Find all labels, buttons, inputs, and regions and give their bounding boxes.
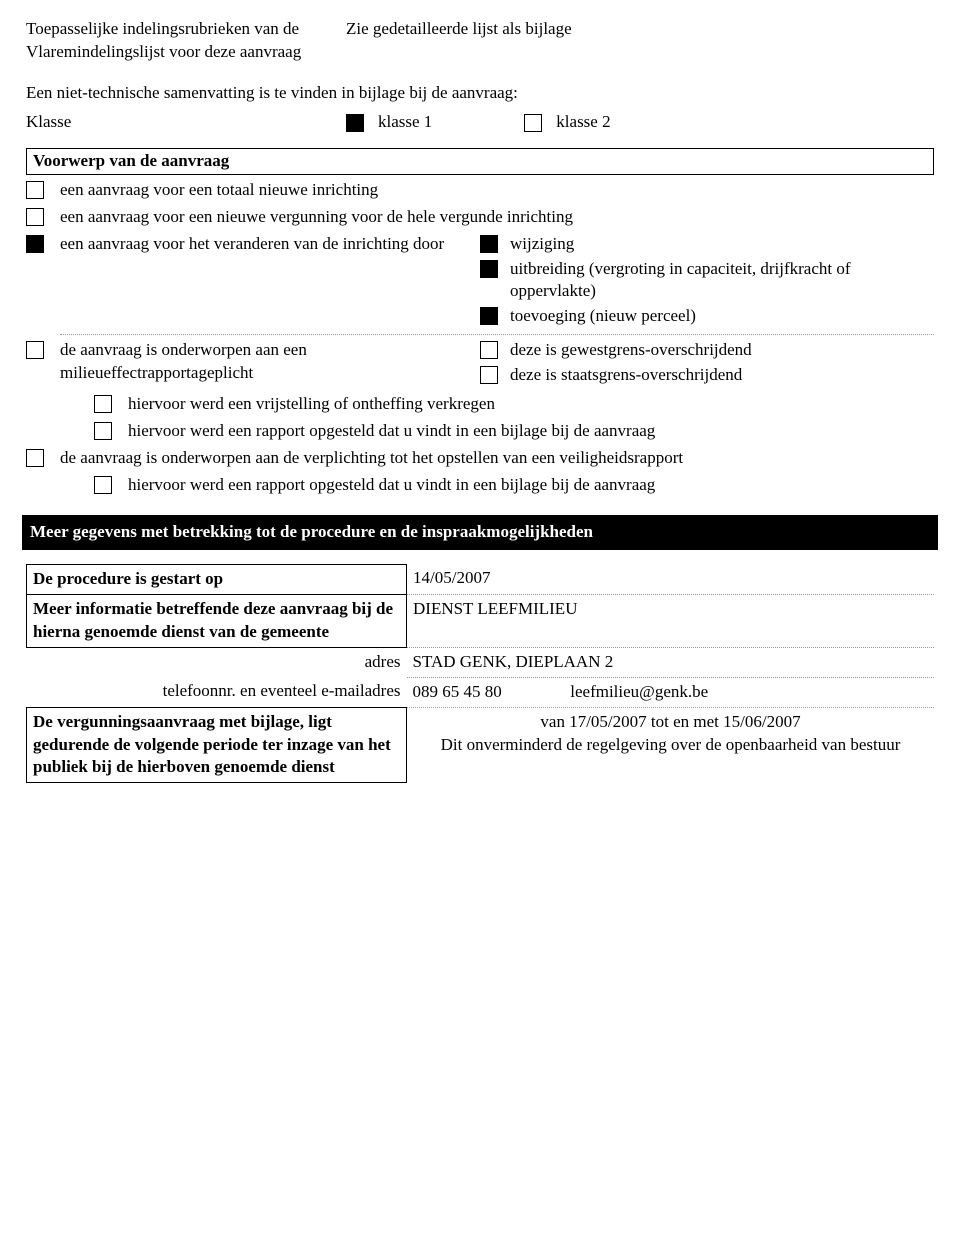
opt-veiligheid-row: de aanvraag is onderworpen aan de verpli… [26,447,934,497]
inzage-periode: van 17/05/2007 tot en met 15/06/2007 [413,711,928,734]
klasse-row: Klasse klasse 1 klasse 2 [26,111,934,134]
info-label: Meer informatie betreffende deze aanvraa… [27,594,407,647]
opt-vergunning-row: een aanvraag voor een nieuwe vergunning … [26,206,934,229]
adres-value: STAD GENK, DIEPLAAN 2 [407,647,935,677]
klasse1-checkbox[interactable] [346,114,364,132]
tel-value: 089 65 45 80 [413,682,502,701]
inzage-note: Dit onverminderd de regelgeving over de … [413,734,928,757]
klasse2-checkbox[interactable] [524,114,542,132]
mer-rapport-checkbox[interactable] [94,422,112,440]
mer-rapport-label: hiervoor werd een rapport opgesteld dat … [128,420,934,443]
vrijstelling-checkbox[interactable] [94,395,112,413]
inzage-label: De vergunningsaanvraag met bijlage, ligt… [27,707,407,783]
rubriek-row: Toepasselijke indelingsrubrieken van de … [26,18,934,64]
uitbreiding-label: uitbreiding (vergroting in capaciteit, d… [510,258,934,304]
vrijstelling-label: hiervoor werd een vrijstelling of onthef… [128,393,934,416]
veiligheid-rapport-label: hiervoor werd een rapport opgesteld dat … [128,474,934,497]
opt-mer-checkbox[interactable] [26,341,44,359]
toevoeging-label: toevoeging (nieuw perceel) [510,305,696,328]
opt-totaal-checkbox[interactable] [26,181,44,199]
klasse2-label: klasse 2 [556,111,610,134]
staats-checkbox[interactable] [480,366,498,384]
adres-label: adres [27,647,407,677]
procedure-table: De procedure is gestart op 14/05/2007 Me… [26,564,934,784]
voorwerp-title: Voorwerp van de aanvraag [26,148,934,175]
opt-vergunning-checkbox[interactable] [26,208,44,226]
staats-label: deze is staatsgrens-overschrijdend [510,364,742,387]
opt-totaal-label: een aanvraag voor een totaal nieuwe inri… [60,179,934,202]
tel-label: telefoonnr. en eventeel e-mailadres [27,677,407,707]
veiligheid-rapport-checkbox[interactable] [94,476,112,494]
opt-veiligheid-label: de aanvraag is onderworpen aan de verpli… [60,447,934,470]
opt-mer-label: de aanvraag is onderworpen aan een milie… [60,339,480,389]
info-value: DIENST LEEFMILIEU [407,594,935,647]
samenvatting-text: Een niet-technische samenvatting is te v… [26,82,934,105]
rubriek-label: Toepasselijke indelingsrubrieken van de … [26,18,346,64]
meer-title: Meer gegevens met betrekking tot de proc… [22,515,938,550]
rubriek-value: Zie gedetailleerde lijst als bijlage [346,18,934,64]
opt-mer-row: de aanvraag is onderworpen aan een milie… [26,339,934,443]
klasse-label: Klasse [26,111,346,134]
toevoeging-checkbox[interactable] [480,307,498,325]
opt-veiligheid-checkbox[interactable] [26,449,44,467]
opt-veranderen-row: een aanvraag voor het veranderen van de … [26,233,934,331]
divider [60,334,934,335]
opt-vergunning-label: een aanvraag voor een nieuwe vergunning … [60,206,934,229]
gewest-label: deze is gewestgrens-overschrijdend [510,339,752,362]
opt-veranderen-label: een aanvraag voor het veranderen van de … [60,233,480,331]
uitbreiding-checkbox[interactable] [480,260,498,278]
gestart-label: De procedure is gestart op [27,564,407,594]
klasse1-label: klasse 1 [378,111,432,134]
wijziging-checkbox[interactable] [480,235,498,253]
gestart-value: 14/05/2007 [407,564,935,594]
opt-veranderen-checkbox[interactable] [26,235,44,253]
wijziging-label: wijziging [510,233,574,256]
email-value: leefmilieu@genk.be [570,682,708,701]
opt-totaal-row: een aanvraag voor een totaal nieuwe inri… [26,179,934,202]
gewest-checkbox[interactable] [480,341,498,359]
